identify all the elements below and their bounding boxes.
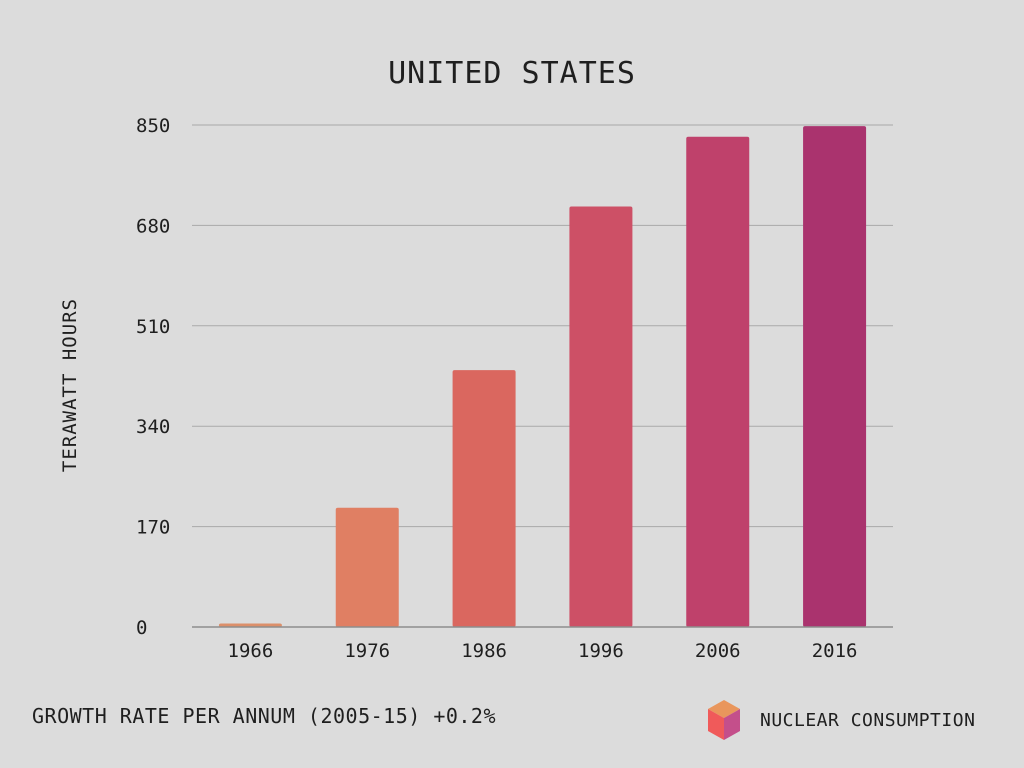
x-tick-label: 1996 [578,640,624,662]
bar-1966 [218,623,282,627]
x-tick-label: 1976 [344,640,390,662]
x-tick-label: 1966 [228,640,274,662]
legend: NUCLEAR CONSUMPTION [706,698,975,742]
y-tick-label: 170 [136,517,170,539]
x-tick-label: 1986 [461,640,507,662]
bar-1986 [452,370,516,627]
y-tick-label: 0 [136,617,147,639]
bar-2006 [686,136,750,627]
y-tick-label: 850 [136,115,170,137]
x-tick-label: 2016 [812,640,858,662]
bar-2016 [803,126,867,627]
growth-rate-text: GROWTH RATE PER ANNUM (2005-15) +0.2% [32,704,497,728]
x-tick-label: 2006 [695,640,741,662]
cube-icon [708,700,740,740]
bar-1996 [569,206,633,628]
legend-label: NUCLEAR CONSUMPTION [760,709,976,731]
y-tick-label: 510 [136,316,170,338]
chart-title: UNITED STATES [388,56,636,91]
y-tick-label: 340 [136,416,170,438]
y-tick-label: 680 [136,215,170,237]
bar-1976 [335,507,399,627]
